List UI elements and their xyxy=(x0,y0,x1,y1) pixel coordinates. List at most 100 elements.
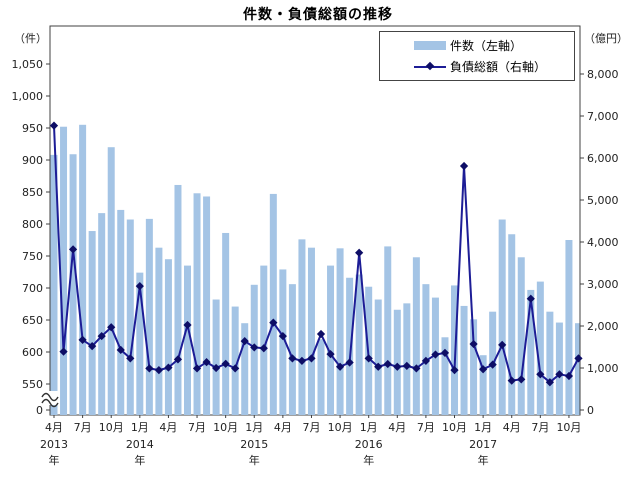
x-tick-label: 10月 xyxy=(442,421,467,434)
y-left-tick-label: 550 xyxy=(22,378,43,391)
x-tick-label: 7月 xyxy=(74,421,92,434)
y-right-tick-label: 7,000 xyxy=(587,110,619,123)
legend-item-liabilities: 負債総額（右軸） xyxy=(414,59,574,75)
y-left-tick-label: 750 xyxy=(22,250,43,263)
y-left-tick-label: 600 xyxy=(22,346,43,359)
y-left-tick-label: 1,050 xyxy=(12,58,44,71)
line-point xyxy=(288,354,297,363)
y-right-tick-label: 6,000 xyxy=(587,152,619,165)
bar xyxy=(555,322,563,415)
x-tick-label: 10月 xyxy=(556,421,581,434)
line-point xyxy=(507,376,516,385)
year-suffix-label: 年 xyxy=(363,453,374,467)
x-tick-label: 1月 xyxy=(360,421,378,434)
bar-series-swatch-icon xyxy=(414,40,446,50)
bar xyxy=(546,311,554,415)
line-point xyxy=(68,245,78,254)
y-right-tick-label: 0 xyxy=(587,404,594,417)
x-tick-label: 7月 xyxy=(188,421,206,434)
line-point xyxy=(126,354,135,363)
line-point xyxy=(316,329,326,339)
line-series-swatch-icon xyxy=(414,61,446,70)
line-point xyxy=(498,340,507,350)
line-point xyxy=(364,354,373,363)
bar xyxy=(50,154,58,415)
bar xyxy=(327,265,335,415)
line-point xyxy=(431,350,440,359)
plot-border xyxy=(49,25,581,416)
x-tick-label: 1月 xyxy=(474,421,492,434)
line-point xyxy=(297,356,307,365)
year-label: 2016 xyxy=(355,438,383,451)
line-point xyxy=(202,358,211,367)
line-point xyxy=(135,281,144,291)
y-right-tick-label: 8,000 xyxy=(587,68,619,81)
y-left-tick-label: 950 xyxy=(22,122,43,135)
bar xyxy=(536,281,544,415)
line-point xyxy=(250,343,259,352)
line-point xyxy=(49,121,59,130)
y-left-tick-label: 800 xyxy=(22,218,43,231)
y-right-tick-label: 3,000 xyxy=(587,278,619,291)
line-point xyxy=(345,358,354,367)
x-tick-label: 4月 xyxy=(159,421,177,434)
bar xyxy=(79,124,87,416)
y-right-tick-label: 2,000 xyxy=(587,320,619,333)
bar xyxy=(174,184,182,415)
bar xyxy=(527,289,535,415)
line-point xyxy=(545,378,554,387)
bar xyxy=(346,277,354,415)
bar xyxy=(403,303,411,415)
line-point xyxy=(517,375,526,384)
x-tick-label: 4月 xyxy=(274,421,292,434)
line-point xyxy=(421,356,431,365)
bar xyxy=(279,269,287,415)
axis-break-icon xyxy=(41,392,59,402)
legend-label-cases: 件数（左軸） xyxy=(450,38,523,53)
year-suffix-label: 年 xyxy=(134,453,145,467)
line-point xyxy=(78,335,87,344)
line-point xyxy=(278,331,287,341)
x-tick-label: 7月 xyxy=(417,421,435,434)
line-point xyxy=(240,337,249,346)
x-tick-label: 1月 xyxy=(245,421,263,434)
axis-break-icon xyxy=(41,398,59,408)
left-axis-unit: （件） xyxy=(14,32,47,45)
x-tick-label: 4月 xyxy=(503,421,521,434)
bar xyxy=(136,272,144,415)
bar xyxy=(374,299,382,415)
line-point xyxy=(374,362,383,371)
line-point xyxy=(469,339,478,349)
bar xyxy=(60,126,68,415)
bar xyxy=(222,232,230,415)
line-point xyxy=(97,331,106,341)
legend-label-liabilities: 負債総額（右軸） xyxy=(450,60,547,75)
year-suffix-label: 年 xyxy=(478,453,489,467)
y-right-tick-label: 4,000 xyxy=(587,236,619,249)
line-point xyxy=(479,365,488,374)
bar xyxy=(98,213,106,415)
bar xyxy=(288,284,296,415)
year-label: 2013 xyxy=(40,438,68,451)
x-tick-label: 4月 xyxy=(388,421,406,434)
line-point xyxy=(402,361,411,371)
bar xyxy=(203,196,211,415)
x-tick-label: 10月 xyxy=(213,421,238,434)
line-point xyxy=(259,344,268,353)
line-point xyxy=(192,364,202,373)
bar xyxy=(508,234,516,415)
year-label: 2014 xyxy=(126,438,154,451)
x-tick-label: 4月 xyxy=(45,421,63,434)
year-suffix-label: 年 xyxy=(49,453,60,467)
bar xyxy=(479,355,487,415)
x-tick-label: 10月 xyxy=(99,421,124,434)
line-point xyxy=(393,362,402,371)
line-point xyxy=(574,354,583,363)
y-left-tick-label: 700 xyxy=(22,282,43,295)
chart-title: 件数・負債総額の推移 xyxy=(243,7,393,23)
bar xyxy=(260,265,268,415)
line-point xyxy=(383,359,392,369)
bar xyxy=(69,154,77,416)
line-point xyxy=(450,365,459,375)
